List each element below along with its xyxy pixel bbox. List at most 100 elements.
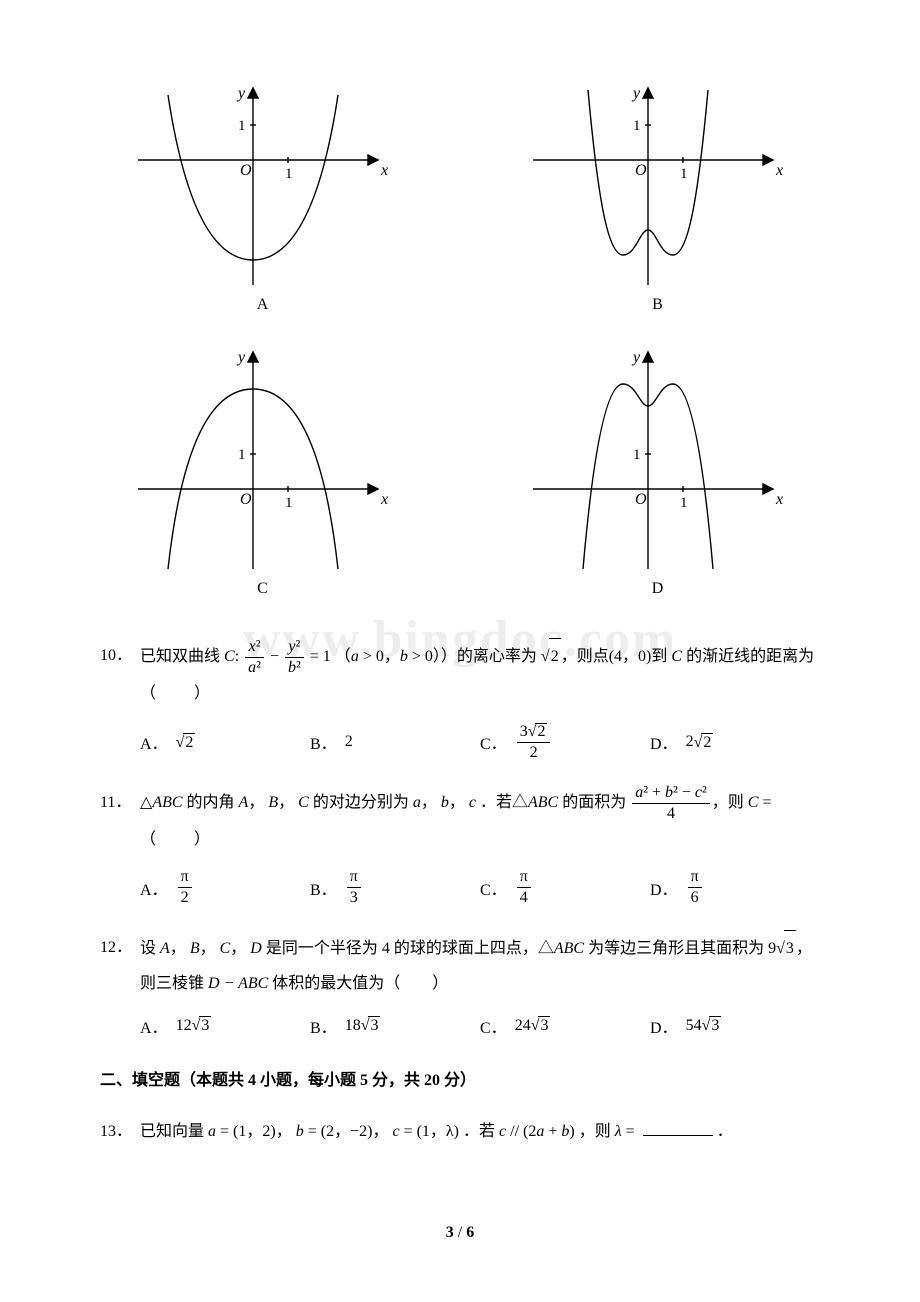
q10-t3: ）的离心率为 <box>441 648 537 665</box>
q11-t5: ．若△ <box>480 794 528 811</box>
q12-A: A <box>160 940 170 957</box>
q10-number: 10． <box>100 638 140 673</box>
q11-abc2: ABC <box>528 794 558 811</box>
q11-a-num: π <box>178 869 192 887</box>
q10-c-coef: 3 <box>520 723 528 740</box>
q13-a: a <box>208 1123 216 1140</box>
footer-total: 6 <box>466 1224 474 1241</box>
q12-C: C <box>220 940 231 957</box>
tick-y-1: 1 <box>633 447 641 463</box>
q12-9: 9 <box>768 940 776 957</box>
graph-panel-d: x y O 1 1 D <box>528 344 788 598</box>
graph-c-svg: x y O 1 1 <box>133 344 393 574</box>
q11-b: b <box>441 794 449 811</box>
q10-d-coef: 2 <box>686 733 694 751</box>
axis-y-label: y <box>236 349 246 366</box>
graph-b-label: B <box>528 296 788 314</box>
q12-abc: ABC <box>554 940 584 957</box>
q11-a: a <box>413 794 421 811</box>
origin-label: O <box>635 162 647 179</box>
q10-b-label: B． <box>310 730 337 754</box>
q11-t4: 的对边分别为 <box>313 794 409 811</box>
q12-l2a: 则三棱锥 <box>140 975 204 992</box>
q12-a-label: A． <box>140 1014 168 1038</box>
q13-c: c <box>392 1123 399 1140</box>
q13-bv: = (2，−2) <box>304 1123 373 1140</box>
q12-t4: ， <box>796 940 812 957</box>
q12-d-coef: 54 <box>686 1017 702 1035</box>
q11-d-den: 6 <box>688 887 702 906</box>
q11-opt-b: B． π3 <box>310 869 480 906</box>
q12-c3: ， <box>230 940 246 957</box>
q12-opt-a: A． 123 <box>140 1014 310 1038</box>
q13-number: 13． <box>100 1114 140 1149</box>
q11-c: c <box>469 794 476 811</box>
q12-pyr: D − ABC <box>208 975 268 992</box>
q12-b-sqrt: 3 <box>368 1016 380 1035</box>
q13-c2: ， <box>372 1123 388 1140</box>
q13-t2: ．若 <box>463 1123 495 1140</box>
origin-label: O <box>240 162 252 179</box>
q11-C: C <box>298 794 309 811</box>
q11-b-label: B． <box>310 876 337 900</box>
graph-d-svg: x y O 1 1 <box>528 344 788 574</box>
q12-c-label: C． <box>480 1014 507 1038</box>
q11-b-den: 3 <box>347 887 361 906</box>
q10-point: (4，0) <box>609 648 652 665</box>
q11-B: B <box>268 794 278 811</box>
q13-t1: 已知向量 <box>140 1123 204 1140</box>
q10-paren: （ ） <box>140 685 212 702</box>
q13-t3: ，则 <box>579 1123 611 1140</box>
question-13: 13． 已知向量 a = (1，2)， b = (2，−2)， c = (1，λ… <box>100 1114 820 1149</box>
q12-opt-c: C． 243 <box>480 1014 650 1038</box>
axis-y-label: y <box>631 85 641 102</box>
q13-period: ． <box>717 1123 733 1140</box>
q11-options: A． π2 B． π3 C． π4 D． π6 <box>140 869 820 906</box>
q10-opt-a: A． 2 <box>140 723 310 761</box>
question-10: 10． 已知双曲线 C: x² a² − y² b² = 1 （a > 0，b … <box>100 638 820 711</box>
tick-y-1: 1 <box>633 118 641 134</box>
q10-t6: 的渐近线的距离为 <box>686 648 814 665</box>
q12-c-sqrt: 3 <box>538 1016 550 1035</box>
q11-t7: ，则 <box>712 794 744 811</box>
tick-y-1: 1 <box>238 447 246 463</box>
q10-opt-b: B． 2 <box>310 723 480 761</box>
q12-opt-d: D． 543 <box>650 1014 820 1038</box>
q10-sqrt2: 2 <box>541 638 561 674</box>
graph-panel-b: x y O 1 1 B <box>528 80 788 314</box>
q10-text: 已知双曲线 C: x² a² − y² b² = 1 （a > 0，b > 0）… <box>140 638 820 711</box>
q10-d-sqrt: 2 <box>701 733 713 752</box>
q10-frac1: x² a² <box>245 639 264 676</box>
q10-opt-c: C． 32 2 <box>480 723 650 761</box>
q11-a-label: A． <box>140 876 168 900</box>
tick-x-1: 1 <box>285 166 293 182</box>
q12-b-coef: 18 <box>345 1017 361 1035</box>
q12-c1: ， <box>170 940 186 957</box>
q11-c-num: π <box>517 869 531 887</box>
q12-text: 设 A， B， C， D 是同一个半径为 4 的球的球面上四点，△ABC 为等边… <box>140 930 820 1001</box>
q11-paren: （ ） <box>140 831 212 848</box>
q10-frac2: y² b² <box>285 639 304 676</box>
graph-d-label: D <box>528 580 788 598</box>
q12-t1: 设 <box>140 940 156 957</box>
q12-t2: 是同一个半径为 4 的球的球面上四点，△ <box>266 940 554 957</box>
footer-page: 3 <box>446 1224 454 1241</box>
section-2-header: 二、填空题（本题共 4 小题，每小题 5 分，共 20 分） <box>100 1066 820 1090</box>
graph-panel-a: x y O 1 1 A <box>133 80 393 314</box>
axis-x-label: x <box>775 162 783 179</box>
q13-cv: = (1，λ) <box>400 1123 459 1140</box>
graph-grid: x y O 1 1 A x y <box>100 80 820 598</box>
q10-t1: 已知双曲线 <box>140 648 220 665</box>
q10-d-label: D． <box>650 730 678 754</box>
origin-label: O <box>635 491 647 508</box>
q13-text: 已知向量 a = (1，2)， b = (2，−2)， c = (1，λ) ．若… <box>140 1114 820 1149</box>
q10-a-label: A． <box>140 730 168 754</box>
q11-c-den: 4 <box>517 887 531 906</box>
q11-tri: △ <box>140 794 152 811</box>
origin-label: O <box>240 491 252 508</box>
q13-b: b <box>296 1123 304 1140</box>
q10-t4: ，则点 <box>561 648 609 665</box>
q12-opt-b: B． 183 <box>310 1014 480 1038</box>
q12-c2: ， <box>200 940 216 957</box>
graph-a-svg: x y O 1 1 <box>133 80 393 290</box>
